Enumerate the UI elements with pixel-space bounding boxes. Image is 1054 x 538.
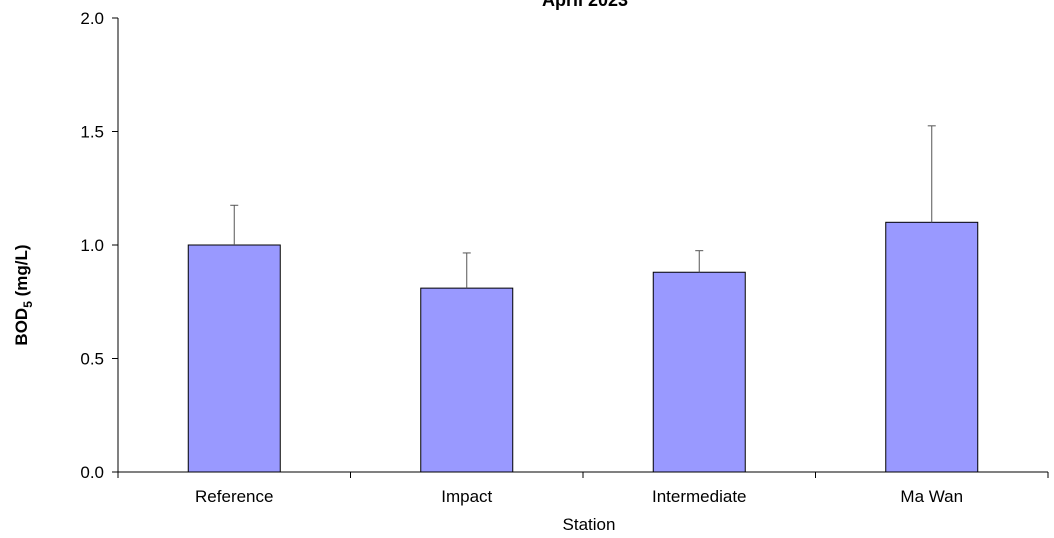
x-tick-label: Impact <box>441 487 492 506</box>
x-axis-label: Station <box>563 515 616 534</box>
x-tick-label: Reference <box>195 487 273 506</box>
y-axis-label-subscript: 5 <box>21 301 35 308</box>
y-tick-label: 2.0 <box>80 9 104 28</box>
bar <box>885 221 979 473</box>
y-tick-label: 0.0 <box>80 463 104 482</box>
plot-area: 0.0 0.5 1.0 1.5 2.0 Reference Impact Intermedia… <box>80 9 1049 506</box>
svg-text:BOD5 (mg/L): BOD5 (mg/L) <box>12 244 35 345</box>
y-axis-label-main: BOD <box>12 308 31 346</box>
bar <box>652 271 746 473</box>
chart-title: April 2023 <box>542 0 628 10</box>
y-tick-label: 1.0 <box>80 236 104 255</box>
x-tick-label: Ma Wan <box>900 487 963 506</box>
y-axis-label-units: (mg/L) <box>12 244 31 301</box>
y-tick-label: 0.5 <box>80 350 104 369</box>
y-tick-label: 1.5 <box>80 123 104 142</box>
x-tick-label: Intermediate <box>652 487 747 506</box>
bar <box>420 287 514 473</box>
bar <box>187 244 281 473</box>
y-axis-label: BOD5 (mg/L) <box>12 244 35 345</box>
